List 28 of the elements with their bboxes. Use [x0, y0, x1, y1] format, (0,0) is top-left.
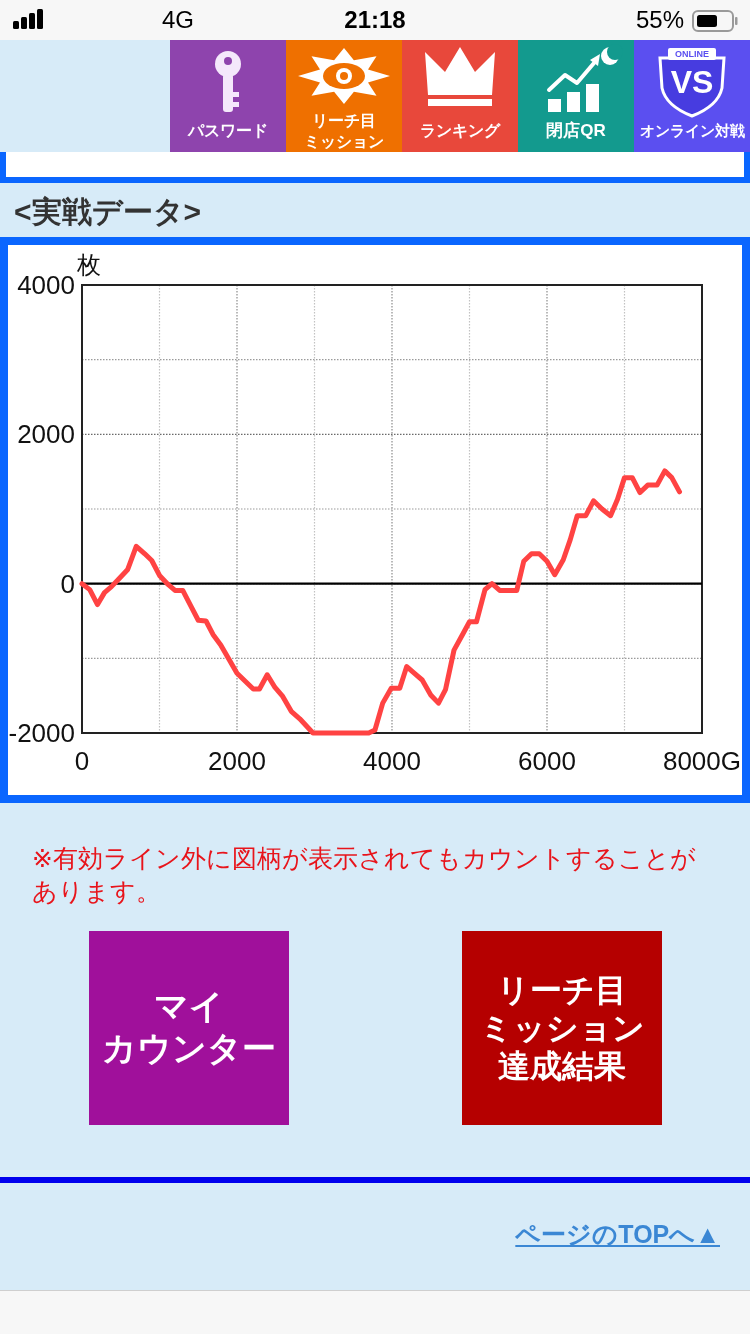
text: リーチ目: [312, 111, 376, 131]
text: マイ: [154, 986, 224, 1026]
x-tick-label: 6000: [518, 746, 576, 776]
text: ランキング: [420, 121, 500, 141]
x-tick-label: 4000: [363, 746, 421, 776]
y-tick-label: 0: [60, 568, 75, 599]
y-tick-label: 4000: [17, 270, 75, 300]
text: 達成結果: [498, 1048, 626, 1084]
chart-title: <実戦データ>: [14, 194, 203, 230]
text: 4G: [162, 6, 195, 34]
text: 55%: [635, 6, 684, 34]
text: ミッション: [479, 1010, 645, 1046]
text: ページのTOPへ▲: [515, 1218, 720, 1250]
text: リーチ目: [497, 972, 627, 1008]
text: ONLINE: [674, 49, 709, 59]
x-tick-label: 8000G: [662, 746, 742, 776]
text: 21:18: [344, 6, 406, 34]
y-axis-title: 枚: [76, 251, 101, 279]
y-tick-label: -2000: [8, 718, 75, 748]
x-tick-label: 2000: [208, 746, 266, 776]
text: オンライン対戦: [639, 122, 745, 141]
text: カウンター: [102, 1028, 276, 1068]
text: VS: [670, 64, 714, 100]
text: パスワード: [188, 121, 268, 141]
text: ※有効ライン外に図柄が表示されてもカウントすることがあります。: [32, 844, 697, 907]
text: ミッション: [304, 132, 384, 152]
y-tick-label: 2000: [17, 419, 75, 450]
text: 閉店QR: [546, 121, 606, 141]
